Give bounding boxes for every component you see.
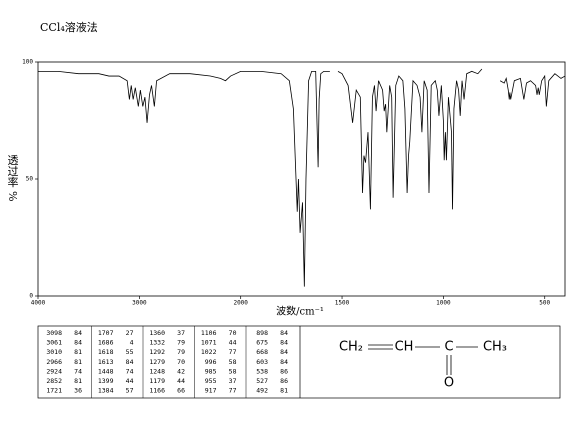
peak-wavenumber: 527	[256, 377, 268, 385]
structure-group: CH₃	[483, 340, 507, 355]
peak-wavenumber: 3010	[46, 348, 62, 356]
peak-wavenumber: 2924	[46, 367, 62, 375]
peak-wavenumber: 2852	[46, 377, 62, 385]
peak-transmittance: 84	[280, 329, 288, 337]
peak-wavenumber: 1179	[149, 377, 165, 385]
peak-wavenumber: 1448	[98, 367, 114, 375]
peak-wavenumber: 603	[256, 358, 268, 366]
peak-wavenumber: 1618	[98, 348, 114, 356]
peak-wavenumber: 1292	[149, 348, 165, 356]
peak-transmittance: 77	[229, 348, 237, 356]
y-tick-label: 50	[26, 176, 34, 183]
peak-transmittance: 74	[74, 367, 82, 375]
x-axis-label: 波数/cm⁻¹	[276, 305, 324, 318]
peak-transmittance: 37	[229, 377, 237, 385]
peak-transmittance: 81	[74, 358, 82, 366]
peak-wavenumber: 492	[256, 387, 268, 395]
plot-frame	[37, 61, 566, 297]
peak-table-frame	[37, 325, 561, 399]
x-tick-label: 1000	[436, 300, 451, 307]
peak-transmittance: 84	[280, 348, 288, 356]
structure-group: C	[444, 340, 453, 355]
peak-transmittance: 37	[177, 329, 185, 337]
peak-transmittance: 86	[280, 367, 288, 375]
peak-wavenumber: 1022	[201, 348, 217, 356]
peak-transmittance: 27	[126, 329, 134, 337]
structure-group: O	[444, 376, 454, 391]
x-tick-label: 3000	[132, 300, 147, 307]
peak-wavenumber: 1707	[98, 329, 114, 337]
peak-transmittance: 77	[229, 387, 237, 395]
y-tick-label: 0	[29, 293, 33, 300]
peak-wavenumber: 2966	[46, 358, 62, 366]
peak-wavenumber: 1360	[149, 329, 165, 337]
peak-transmittance: 66	[177, 387, 185, 395]
peak-wavenumber: 955	[205, 377, 217, 385]
peak-wavenumber: 675	[256, 339, 268, 347]
peak-wavenumber: 1248	[149, 367, 165, 375]
peak-wavenumber: 898	[256, 329, 268, 337]
peak-wavenumber: 538	[256, 367, 268, 375]
peak-transmittance: 84	[280, 358, 288, 366]
structure	[368, 344, 478, 375]
peak-transmittance: 42	[177, 367, 185, 375]
peak-transmittance: 36	[74, 387, 82, 395]
peak-transmittance: 57	[126, 387, 134, 395]
peak-transmittance: 74	[126, 367, 134, 375]
peak-transmittance: 55	[126, 348, 134, 356]
peak-transmittance: 84	[280, 339, 288, 347]
structure-group: CH₂	[339, 340, 363, 355]
x-tick-label: 4000	[31, 300, 46, 307]
peak-transmittance: 86	[280, 377, 288, 385]
structure-group: CH	[395, 340, 414, 355]
peak-wavenumber: 668	[256, 348, 268, 356]
peak-transmittance: 81	[74, 348, 82, 356]
peak-wavenumber: 3098	[46, 329, 62, 337]
spectrum-line	[38, 68, 566, 287]
peak-wavenumber: 1166	[149, 387, 165, 395]
peak-transmittance: 44	[126, 377, 134, 385]
peak-transmittance: 70	[229, 329, 237, 337]
peak-wavenumber: 1279	[149, 358, 165, 366]
peak-wavenumber: 1399	[98, 377, 114, 385]
peak-transmittance: 84	[74, 339, 82, 347]
peak-wavenumber: 1686	[98, 339, 114, 347]
peak-transmittance: 79	[177, 348, 185, 356]
peak-wavenumber: 1721	[46, 387, 62, 395]
peak-transmittance: 79	[177, 339, 185, 347]
peak-transmittance: 4	[130, 339, 134, 347]
peak-wavenumber: 1384	[98, 387, 114, 395]
peak-transmittance: 81	[74, 377, 82, 385]
x-tick-label: 1500	[335, 300, 350, 307]
x-tick-label: 2000	[233, 300, 248, 307]
y-axis-label: 透过率 %	[6, 154, 19, 201]
peak-transmittance: 84	[74, 329, 82, 337]
peak-transmittance: 58	[229, 367, 237, 375]
peak-transmittance: 70	[177, 358, 185, 366]
peak-transmittance: 81	[280, 387, 288, 395]
peak-wavenumber: 3061	[46, 339, 62, 347]
peak-wavenumber: 1332	[149, 339, 165, 347]
peak-wavenumber: 1613	[98, 358, 114, 366]
peak-wavenumber: 917	[205, 387, 217, 395]
peak-wavenumber: 1071	[201, 339, 217, 347]
peak-wavenumber: 985	[205, 367, 217, 375]
y-tick-label: 100	[22, 59, 33, 66]
chart-title: CCl₄溶液法	[40, 20, 98, 34]
peak-transmittance: 84	[126, 358, 134, 366]
x-tick-label: 500	[539, 300, 550, 307]
peak-transmittance: 44	[177, 377, 185, 385]
peak-wavenumber: 1106	[201, 329, 217, 337]
peak-wavenumber: 996	[205, 358, 217, 366]
peak-transmittance: 58	[229, 358, 237, 366]
peak-transmittance: 44	[229, 339, 237, 347]
